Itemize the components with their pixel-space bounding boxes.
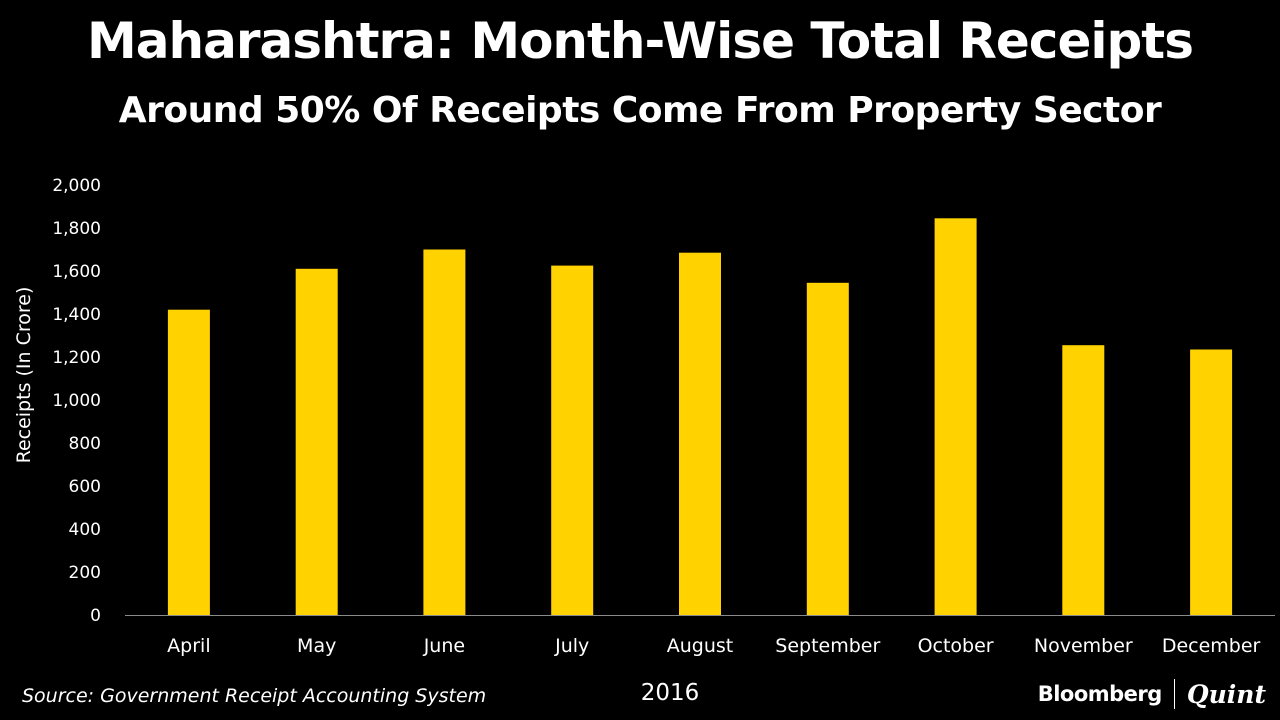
bar-april xyxy=(167,309,210,615)
x-tick-label: August xyxy=(667,635,734,657)
bar-september xyxy=(806,282,849,615)
source-note: Source: Government Receipt Accounting Sy… xyxy=(22,685,487,707)
bar-july xyxy=(551,265,594,615)
x-tick-label: September xyxy=(775,635,880,657)
y-tick-label: 1,600 xyxy=(52,262,101,282)
y-tick-label: 800 xyxy=(69,434,101,454)
x-tick-label: November xyxy=(1034,635,1133,657)
y-tick-label: 2,000 xyxy=(52,176,101,196)
x-tick-label: June xyxy=(423,635,465,657)
x-tick-label: April xyxy=(167,635,210,657)
brand-bloomberg: Bloomberg xyxy=(1037,682,1163,706)
y-tick-label: 0 xyxy=(90,606,101,626)
y-axis-ticks: 0 200 400 600 800 1,000 1,200 1,400 1,600 1,800 2,… xyxy=(52,176,101,626)
chart-subtitle: Around 50% Of Receipts Come From Propert… xyxy=(118,90,1162,131)
bar-may xyxy=(295,268,338,615)
bar-november xyxy=(1062,345,1105,615)
x-tick-label: October xyxy=(918,635,994,657)
bars-group xyxy=(167,218,1233,616)
y-tick-label: 200 xyxy=(69,563,101,583)
bar-december xyxy=(1190,349,1233,615)
y-tick-label: 1,800 xyxy=(52,219,101,239)
brand-quint: Quint xyxy=(1186,679,1266,709)
y-axis-label: Receipts (In Crore) xyxy=(13,287,35,464)
y-tick-label: 1,000 xyxy=(52,391,101,411)
bar-june xyxy=(423,249,466,615)
bar-october xyxy=(934,218,977,616)
brand-logo: Bloomberg Quint xyxy=(1038,678,1266,710)
brand-divider xyxy=(1173,679,1175,709)
x-axis-ticks: April May June July August September October No… xyxy=(167,635,1260,657)
x-tick-label: December xyxy=(1162,635,1261,657)
x-tick-label: May xyxy=(297,635,336,657)
y-tick-label: 400 xyxy=(69,520,101,540)
chart-title: Maharashtra: Month-Wise Total Receipts xyxy=(87,12,1194,70)
y-tick-label: 1,400 xyxy=(52,305,101,325)
x-tick-label: July xyxy=(554,635,589,657)
y-tick-label: 600 xyxy=(69,477,101,497)
x-axis-label: 2016 xyxy=(641,680,700,706)
y-tick-label: 1,200 xyxy=(52,348,101,368)
bar-august xyxy=(679,252,721,615)
